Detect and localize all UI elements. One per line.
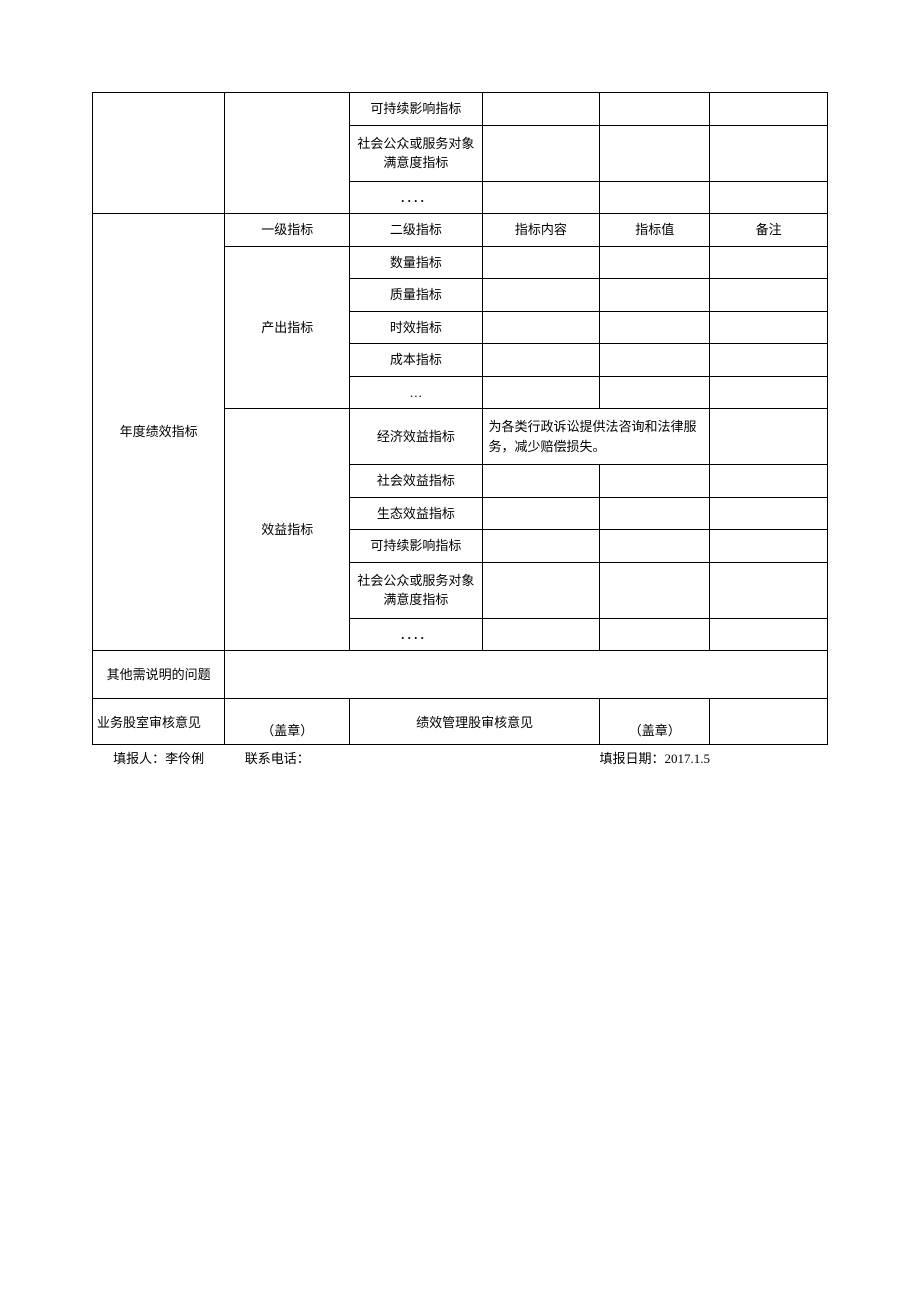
- top-row2-col6: [710, 125, 828, 181]
- top-row3-col4: [482, 181, 600, 214]
- g2-sustain: 可持续影响指标: [350, 530, 482, 563]
- performance-indicator-table: 可持续影响指标 社会公众或服务对象满意度指标 ．．．． 年度绩效指标 一级指标 …: [92, 92, 828, 775]
- review-left-label: 业务股室审核意见: [93, 699, 225, 745]
- g2-r4-c4: [482, 530, 600, 563]
- other-issues-label: 其他需说明的问题: [93, 651, 225, 699]
- review-right-label: 绩效管理股审核意见: [350, 699, 600, 745]
- g1-qty: 数量指标: [350, 246, 482, 279]
- top-row-1: 可持续影响指标: [93, 93, 828, 126]
- g1-r2-c4: [482, 279, 600, 312]
- top-public-satisfaction: 社会公众或服务对象满意度指标: [350, 125, 482, 181]
- g2-r1-c6: [710, 409, 828, 465]
- top-ellipsis: ．．．．: [350, 181, 482, 214]
- review-right-blank: [710, 699, 828, 745]
- header-col3: 二级指标: [350, 214, 482, 247]
- g2-economic: 经济效益指标: [350, 409, 482, 465]
- footer-row: 填报人：李伶俐 联系电话： 填报日期：2017.1.5: [93, 745, 828, 775]
- other-issues-row: 其他需说明的问题: [93, 651, 828, 699]
- g1-r1-c6: [710, 246, 828, 279]
- header-col2: 一级指标: [225, 214, 350, 247]
- review-right-seal: （盖章）: [600, 699, 710, 745]
- g1-time: 时效指标: [350, 311, 482, 344]
- top-row2-col4: [482, 125, 600, 181]
- benefit-indicator-label: 效益指标: [225, 409, 350, 651]
- g2-r2-c6: [710, 465, 828, 498]
- footer-reporter: 填报人：李伶俐: [93, 745, 225, 775]
- top-sustain-indicator: 可持续影响指标: [350, 93, 482, 126]
- g1-r3-c5: [600, 311, 710, 344]
- g1-r4-c6: [710, 344, 828, 377]
- top-row1-col5: [600, 93, 710, 126]
- g2-r2-c4: [482, 465, 600, 498]
- top-col2-blank: [225, 93, 350, 214]
- g1-r2-c6: [710, 279, 828, 312]
- g1-r5-c6: [710, 376, 828, 409]
- g2-r6-c4: [482, 618, 600, 651]
- g2-r3-c6: [710, 497, 828, 530]
- review-left-seal: （盖章）: [225, 699, 350, 745]
- g2-public-sat: 社会公众或服务对象满意度指标: [350, 562, 482, 618]
- g1-r3-c6: [710, 311, 828, 344]
- g2-economic-content: 为各类行政诉讼提供法咨询和法律服务，减少赔偿损失。: [482, 409, 710, 465]
- g1-r3-c4: [482, 311, 600, 344]
- g2-r6-c5: [600, 618, 710, 651]
- g1-r2-c5: [600, 279, 710, 312]
- header-col4: 指标内容: [482, 214, 600, 247]
- footer-phone: 联系电话：: [225, 745, 482, 775]
- top-row3-col6: [710, 181, 828, 214]
- g1-r1-c5: [600, 246, 710, 279]
- output-indicator-label: 产出指标: [225, 246, 350, 409]
- g2-ellipsis: ．．．．: [350, 618, 482, 651]
- g1-cost: 成本指标: [350, 344, 482, 377]
- header-col6: 备注: [710, 214, 828, 247]
- g2-eco: 生态效益指标: [350, 497, 482, 530]
- header-row: 年度绩效指标 一级指标 二级指标 指标内容 指标值 备注: [93, 214, 828, 247]
- g2-r5-c6: [710, 562, 828, 618]
- g2-r3-c5: [600, 497, 710, 530]
- annual-performance-label: 年度绩效指标: [93, 214, 225, 651]
- g2-r4-c6: [710, 530, 828, 563]
- g2-r6-c6: [710, 618, 828, 651]
- other-issues-content: [225, 651, 828, 699]
- top-row1-col4: [482, 93, 600, 126]
- g1-ellipsis: …: [350, 376, 482, 409]
- g1-r5-c5: [600, 376, 710, 409]
- g2-r4-c5: [600, 530, 710, 563]
- g1-quality: 质量指标: [350, 279, 482, 312]
- g2-r5-c4: [482, 562, 600, 618]
- g2-r3-c4: [482, 497, 600, 530]
- top-row1-col6: [710, 93, 828, 126]
- g1-r4-c4: [482, 344, 600, 377]
- g1-r1-c4: [482, 246, 600, 279]
- g2-r5-c5: [600, 562, 710, 618]
- review-row: 业务股室审核意见 （盖章） 绩效管理股审核意见 （盖章）: [93, 699, 828, 745]
- top-row3-col5: [600, 181, 710, 214]
- top-left-blank: [93, 93, 225, 214]
- g2-social: 社会效益指标: [350, 465, 482, 498]
- g1-r4-c5: [600, 344, 710, 377]
- footer-date: 填报日期：2017.1.5: [482, 745, 827, 775]
- top-row2-col5: [600, 125, 710, 181]
- g2-r2-c5: [600, 465, 710, 498]
- g1-r5-c4: [482, 376, 600, 409]
- header-col5: 指标值: [600, 214, 710, 247]
